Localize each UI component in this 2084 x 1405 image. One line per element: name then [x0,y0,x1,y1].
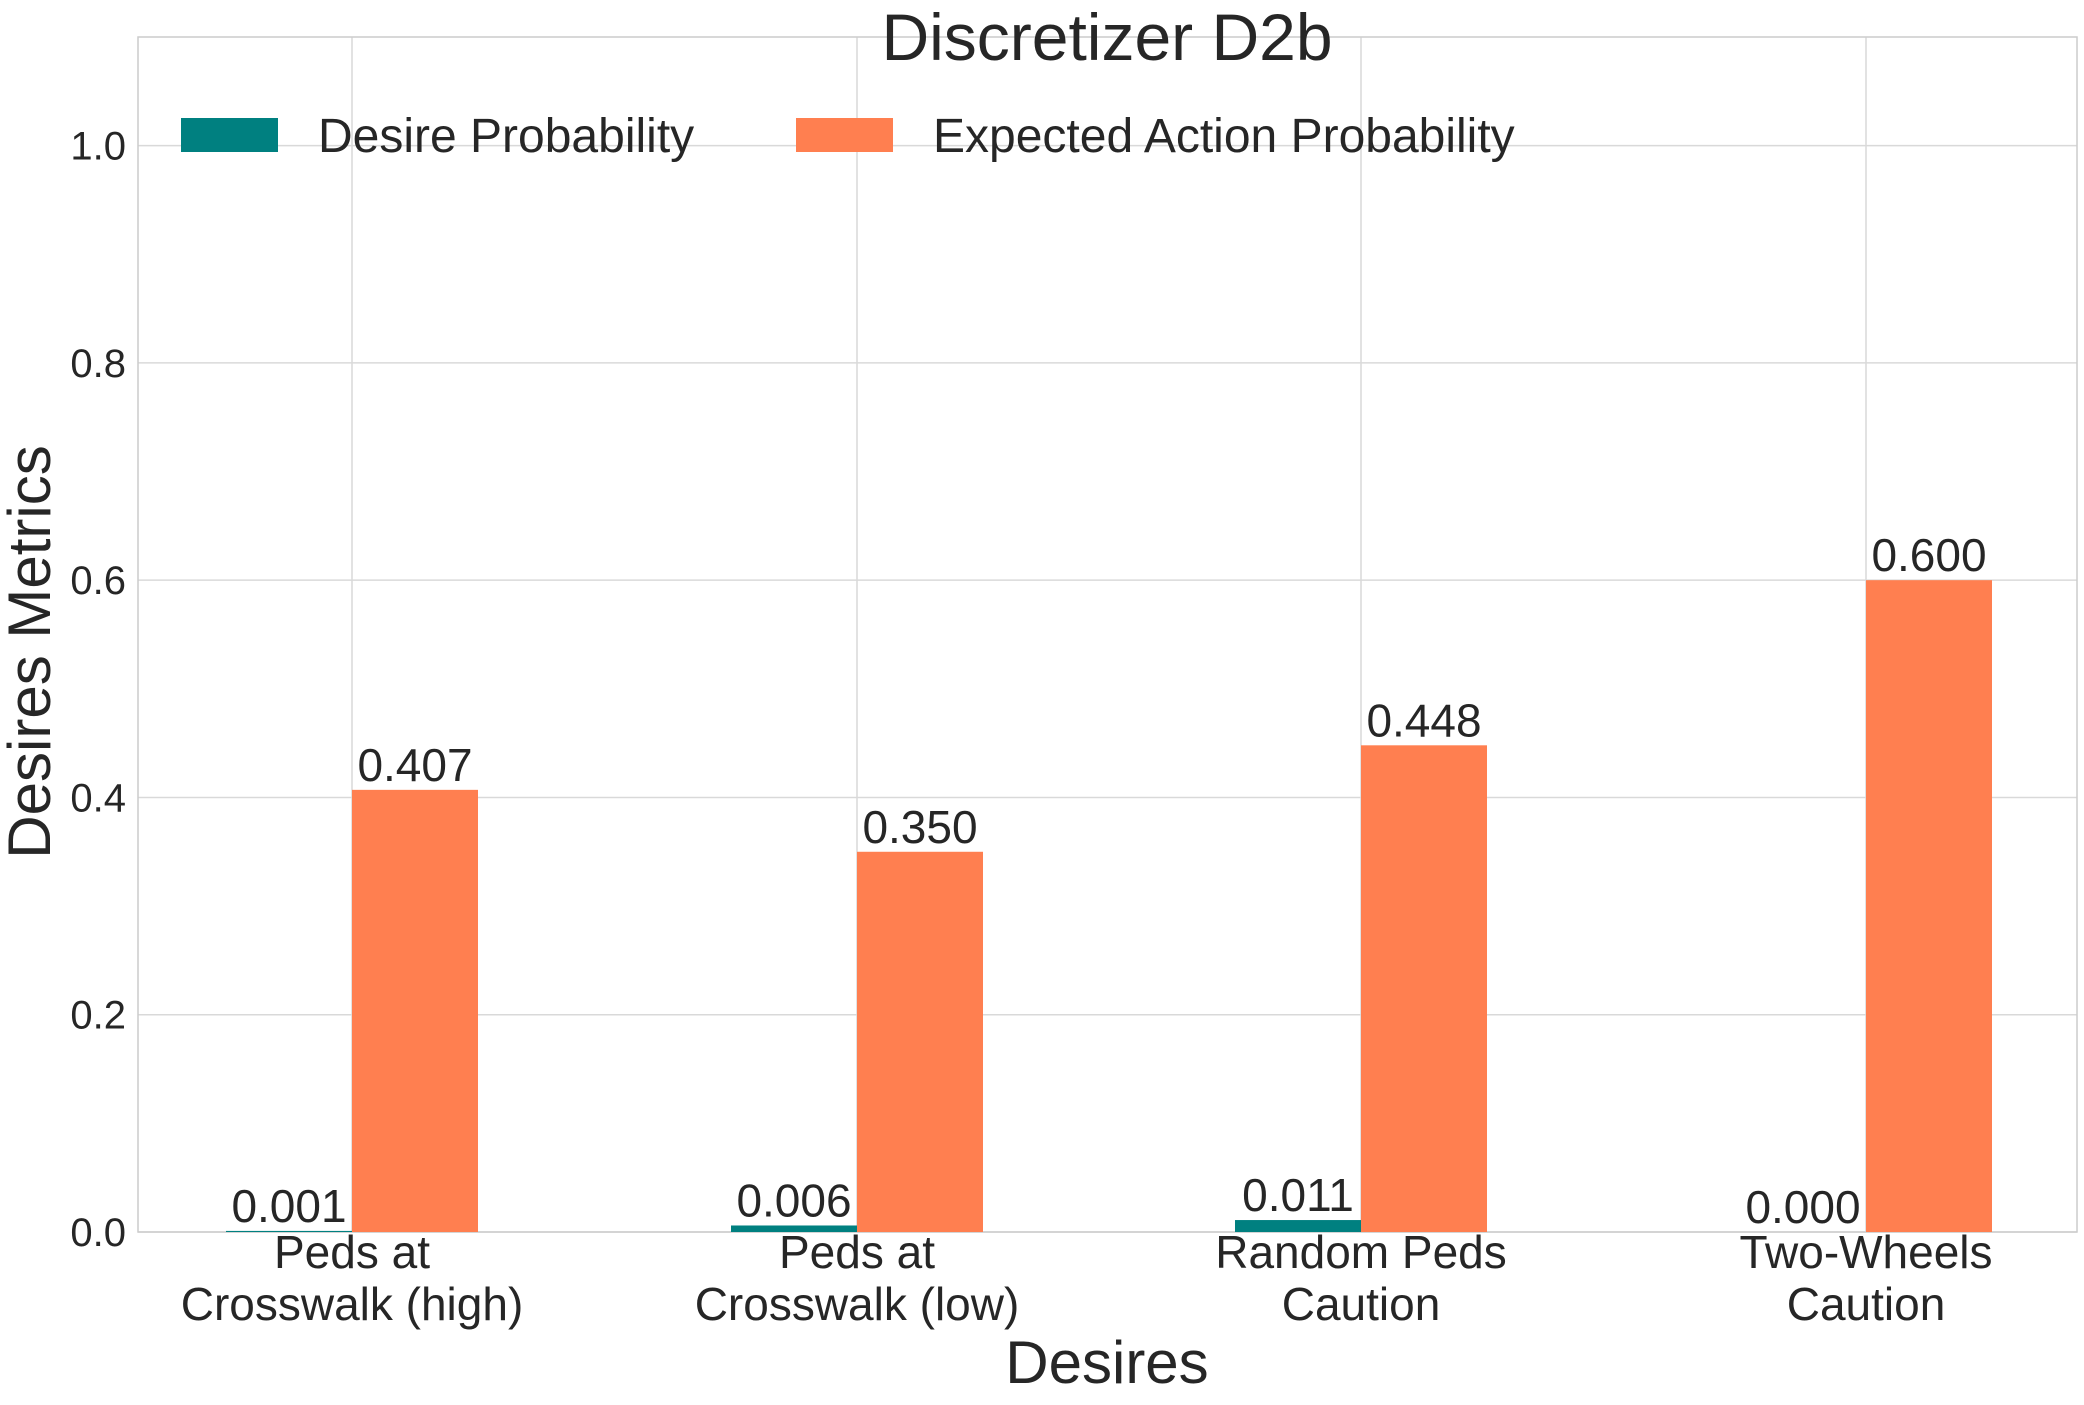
chart-title: Discretizer D2b [881,0,1332,74]
y-tick-label: 0.0 [70,1211,126,1255]
y-tick-label: 0.2 [70,994,126,1038]
x-tick-label-line: Crosswalk (high) [181,1278,524,1330]
bar-value-label: 0.000 [1745,1181,1860,1233]
y-tick-label: 0.6 [70,559,126,603]
legend-swatch [796,118,893,152]
y-tick-label: 0.4 [70,776,126,820]
bar-value-label: 0.011 [1242,1169,1354,1221]
x-tick-label-line: Caution [1787,1278,1946,1330]
bar-value-label: 0.600 [1871,529,1986,581]
legend-label: Expected Action Probability [933,110,1515,163]
legend-label: Desire Probability [318,110,694,163]
x-tick-label-line: Caution [1282,1278,1441,1330]
bar-expected-action-probability [1866,580,1992,1232]
y-axis-label: Desires Metrics [0,445,63,858]
y-axis-ticks: 0.0 0.2 0.4 0.6 0.8 1.0 [70,125,126,1255]
x-tick-label-line: Crosswalk (low) [695,1278,1020,1330]
bars [226,580,1992,1233]
x-axis-label: Desires [1005,1329,1208,1396]
bar-value-label: 0.448 [1366,694,1481,746]
bar-desire-probability [731,1225,857,1232]
legend-item: Desire Probability [181,110,694,163]
bar-value-label: 0.407 [357,739,472,791]
value-labels: 0.001 0.006 0.011 0.000 0.407 0.350 0.448 0.600 [231,529,1986,1233]
legend: Desire Probability Expected Action Probab… [181,110,1515,163]
bar-expected-action-probability [352,789,478,1232]
bar-desire-probability [226,1230,352,1232]
bar-value-label: 0.006 [736,1174,851,1226]
x-tick-label-line: Peds at [779,1226,935,1278]
y-tick-label: 0.8 [70,342,126,386]
x-tick-label-line: Two-Wheels [1739,1226,1992,1278]
bar-value-label: 0.001 [231,1180,346,1232]
y-tick-label: 1.0 [70,125,126,169]
plot-frame [137,36,2078,1233]
legend-item: Expected Action Probability [796,110,1515,163]
x-tick-label-line: Random Peds [1215,1226,1507,1278]
x-tick-label-line: Peds at [274,1226,430,1278]
bar-expected-action-probability [857,851,983,1232]
legend-swatch [181,118,278,152]
bar-value-label: 0.350 [862,801,977,853]
bar-expected-action-probability [1361,745,1487,1232]
bar-desire-probability [1235,1220,1361,1232]
